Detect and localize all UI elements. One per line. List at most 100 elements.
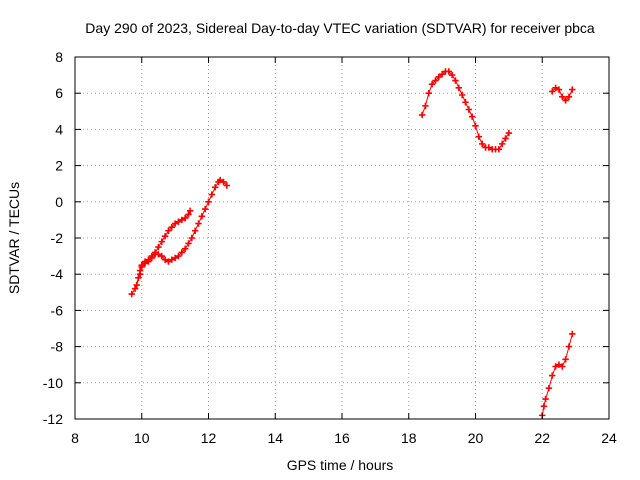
data-point (455, 84, 463, 91)
data-point (161, 232, 169, 240)
data-point (178, 249, 185, 256)
data-point (432, 77, 439, 84)
data-point (445, 68, 452, 75)
data-point (462, 99, 469, 106)
data-point (552, 84, 559, 91)
data-point (171, 220, 179, 227)
data-point (475, 133, 483, 140)
data-point (549, 372, 556, 379)
data-point (465, 106, 473, 113)
data-point (428, 80, 436, 88)
x-tick-label: 10 (134, 430, 150, 446)
data-point (220, 178, 227, 186)
series-segment-2 (133, 207, 194, 289)
data-point (175, 252, 182, 260)
series-segment-4 (549, 84, 576, 104)
series-segment-1 (128, 176, 231, 298)
data-point (499, 140, 506, 148)
y-tick-label: -4 (51, 266, 64, 282)
data-point (452, 77, 459, 84)
data-point (472, 122, 479, 129)
data-point (223, 182, 231, 189)
data-point (165, 227, 172, 234)
data-series (128, 68, 576, 419)
y-tick-label: 0 (55, 194, 63, 210)
data-point (549, 88, 556, 95)
data-point (545, 385, 553, 392)
data-point (569, 86, 576, 93)
x-tick-label: 22 (534, 430, 550, 446)
data-point (562, 97, 569, 104)
data-point (181, 245, 189, 253)
y-tick-label: 6 (55, 85, 63, 101)
data-point (168, 256, 175, 263)
data-point (565, 93, 573, 101)
data-point (155, 243, 162, 251)
y-tick-labels: -12 -10 -8 -6 -4 -2 0 2 4 6 8 (43, 49, 63, 427)
data-point (178, 216, 185, 224)
data-point (131, 285, 139, 292)
y-tick-label: 4 (55, 121, 63, 137)
data-point (562, 356, 569, 363)
x-tick-labels: 8 10 12 14 16 18 20 22 24 (71, 430, 617, 446)
data-point (191, 227, 199, 234)
y-tick-label: 2 (55, 158, 63, 174)
data-point (565, 343, 573, 350)
data-point (559, 93, 566, 101)
x-tick-label: 8 (71, 430, 79, 446)
data-point (186, 207, 194, 215)
x-tick-label: 20 (468, 430, 484, 446)
y-tick-label: -10 (43, 375, 63, 391)
data-point (151, 249, 159, 256)
data-point (158, 252, 165, 260)
data-point (555, 86, 563, 93)
data-point (165, 258, 172, 265)
y-tick-label: 8 (55, 49, 63, 65)
axis-ticks (74, 56, 610, 420)
data-point (205, 198, 212, 205)
data-point (502, 135, 509, 142)
x-tick-label: 18 (401, 430, 417, 446)
series-segment-3 (418, 68, 513, 153)
data-point (158, 238, 165, 245)
x-tick-label: 12 (201, 430, 217, 446)
data-point (569, 330, 576, 338)
data-point (136, 271, 144, 278)
y-tick-label: -12 (43, 411, 63, 427)
data-point (495, 146, 503, 153)
data-point (148, 254, 155, 262)
data-point (138, 263, 145, 271)
data-point (181, 214, 189, 222)
data-point (155, 251, 162, 258)
data-point (468, 113, 476, 120)
data-point (185, 240, 192, 247)
data-point (448, 71, 456, 79)
data-point (418, 111, 426, 119)
chart-title: Day 290 of 2023, Sidereal Day-to-day VTE… (85, 20, 595, 36)
y-tick-label: -6 (51, 302, 64, 318)
y-tick-label: -8 (51, 339, 64, 355)
y-axis-label: SDTVAR / TECUs (6, 182, 22, 294)
data-point (505, 129, 513, 137)
data-point (211, 184, 219, 191)
grid (75, 57, 609, 419)
x-tick-label: 14 (267, 430, 283, 446)
data-point (208, 191, 216, 198)
data-point (128, 290, 135, 298)
data-point (201, 205, 209, 213)
x-tick-label: 16 (334, 430, 350, 446)
data-point (552, 363, 559, 370)
x-tick-label: 24 (601, 430, 617, 446)
data-point (133, 281, 140, 289)
data-point (195, 220, 202, 227)
data-point (559, 363, 566, 370)
data-point (542, 395, 549, 403)
data-point (478, 140, 486, 148)
data-point (168, 223, 175, 231)
data-point (161, 256, 169, 263)
data-point (485, 144, 493, 151)
data-point (171, 254, 179, 262)
data-point (422, 102, 429, 110)
data-point (175, 218, 182, 225)
